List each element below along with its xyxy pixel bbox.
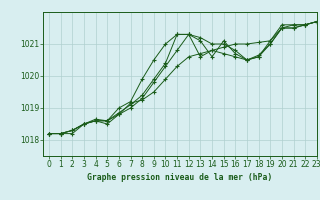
X-axis label: Graphe pression niveau de la mer (hPa): Graphe pression niveau de la mer (hPa) bbox=[87, 173, 273, 182]
